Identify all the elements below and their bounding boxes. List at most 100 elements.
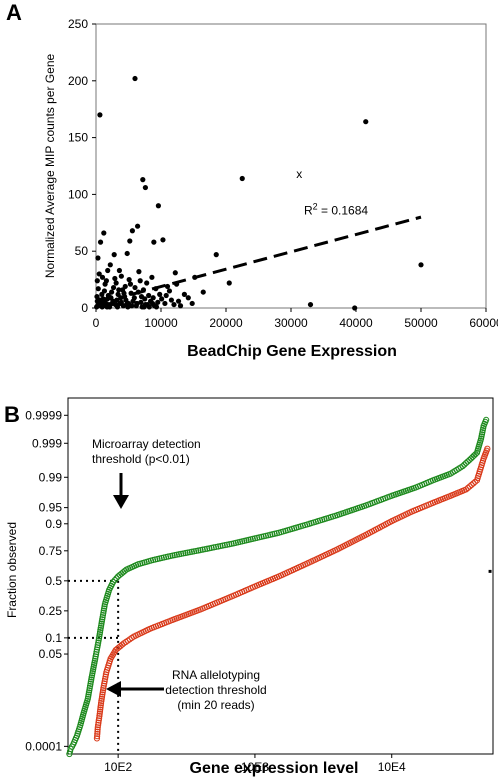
panel-a-x-axis-title: BeadChip Gene Expression (187, 343, 397, 360)
data-point (127, 238, 133, 244)
data-point (151, 239, 157, 245)
data-point (146, 292, 152, 299)
data-point (157, 291, 163, 297)
data-point (129, 303, 135, 309)
data-point (99, 274, 106, 280)
y-tick-label: 0.95 (39, 501, 63, 515)
allelotyping-annotation-line-1: RNA allelotyping (172, 668, 260, 682)
data-point (213, 252, 219, 258)
data-point (105, 267, 111, 274)
x-tick-label: 0 (93, 316, 100, 330)
data-point (150, 295, 156, 301)
panel-b-threshold-lines (68, 579, 120, 754)
data-point (185, 295, 191, 301)
series-point (94, 730, 101, 738)
series-point (470, 480, 477, 487)
series-point (101, 680, 108, 687)
data-point (124, 250, 130, 257)
series-point (110, 578, 117, 586)
y-tick-label: 0.0001 (25, 739, 62, 753)
y-tick-label: 0.05 (39, 647, 63, 661)
y-tick-label: 0.9999 (25, 408, 62, 422)
series-point (470, 452, 478, 459)
series-point (95, 719, 102, 726)
data-point (153, 304, 160, 310)
microarray-annotation-line-2: threshold (p<0.01) (92, 452, 190, 466)
panel-a-trendline (131, 215, 422, 296)
microarray-annotation: Microarray detection threshold (p<0.01) (92, 437, 201, 509)
series-point (95, 721, 102, 729)
data-point (107, 262, 113, 268)
series-point (113, 575, 120, 582)
data-point (103, 278, 109, 284)
panel-b-letter: B (4, 402, 20, 427)
series-point (94, 728, 101, 735)
data-point (110, 284, 117, 291)
y-tick-label: 0.9 (45, 517, 62, 531)
data-point (101, 230, 107, 236)
data-point (162, 300, 168, 307)
series-point (99, 687, 107, 694)
x-tick-label: 10E4 (378, 760, 406, 774)
data-point (112, 275, 118, 282)
data-point (177, 303, 184, 309)
x-tick-label: 10000 (144, 316, 178, 330)
series-point (484, 445, 491, 452)
r2-superscript: 2 (313, 201, 318, 211)
data-point (168, 297, 174, 303)
panel-b-series (66, 416, 491, 758)
series-0 (66, 416, 490, 758)
y-tick-label: 0.99 (39, 470, 63, 484)
y-tick-label: 0.5 (45, 574, 62, 588)
allelotyping-annotation: RNA allelotyping detection threshold (mi… (106, 668, 267, 712)
series-point (94, 733, 101, 740)
data-point (160, 237, 166, 243)
panel-a-letter: A (6, 0, 22, 25)
data-point (166, 288, 173, 294)
data-point (172, 270, 178, 276)
panel-a-y-axis-title: Normalized Average MIP counts per Gene (43, 54, 57, 279)
series-point (483, 416, 490, 424)
data-point (123, 301, 130, 308)
data-point (189, 300, 195, 307)
x-tick-label: 40000 (339, 316, 373, 330)
down-arrow-icon (113, 473, 129, 509)
data-point (101, 288, 108, 294)
data-point (129, 228, 135, 234)
data-point (155, 203, 161, 209)
series-point (99, 614, 106, 621)
series-1 (93, 445, 491, 742)
series-point (98, 693, 106, 700)
y-tick-label: 250 (68, 17, 88, 31)
data-point (139, 304, 145, 310)
data-point (363, 119, 369, 125)
data-point (116, 267, 122, 274)
series-point (93, 648, 100, 656)
panel-b-y-axis-title: Fraction observed (5, 522, 19, 618)
panel-b-x-axis-title: Gene expression level (190, 760, 359, 777)
data-point (132, 75, 138, 82)
series-point (459, 463, 466, 470)
data-point (95, 255, 101, 261)
data-point (181, 291, 187, 297)
series-point (99, 691, 106, 698)
series-point (101, 605, 108, 612)
data-point (132, 284, 138, 291)
y-tick-label: 200 (68, 74, 88, 88)
data-point (114, 297, 120, 303)
data-point (226, 280, 232, 286)
data-point (137, 278, 143, 284)
data-point (95, 286, 101, 292)
panel-b: B 0.0001 0.05 0.1 0.25 0.5 0.75 0.9 0.95 0.99 0.9… (4, 397, 494, 777)
data-point (239, 175, 245, 182)
series-point (100, 609, 107, 616)
series-point (464, 484, 472, 492)
data-point (113, 280, 119, 286)
series-point (93, 646, 101, 653)
series-point (100, 682, 107, 689)
y-tick-label: 0 (81, 301, 88, 315)
panel-a-r2-label: R2 = 0.1684 (304, 201, 368, 217)
series-point (92, 653, 99, 660)
series-point (94, 644, 101, 651)
